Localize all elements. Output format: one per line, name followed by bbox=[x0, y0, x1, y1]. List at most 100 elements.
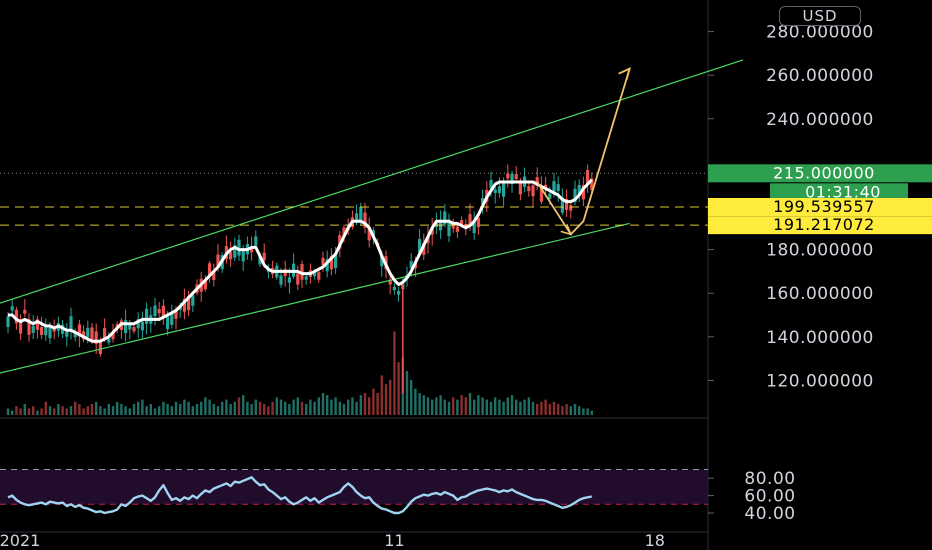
candle-body[interactable] bbox=[447, 219, 451, 237]
candle-body[interactable] bbox=[581, 185, 585, 200]
candle-body[interactable] bbox=[506, 173, 510, 179]
candle-body[interactable] bbox=[77, 324, 81, 337]
candle-body[interactable] bbox=[208, 263, 212, 277]
candle-body[interactable] bbox=[552, 181, 556, 195]
candle-body[interactable] bbox=[27, 319, 31, 335]
candle-body[interactable] bbox=[6, 316, 10, 328]
candle-body[interactable] bbox=[565, 199, 569, 210]
candle-body[interactable] bbox=[191, 295, 195, 306]
candle-body[interactable] bbox=[241, 250, 245, 262]
candle-body[interactable] bbox=[367, 226, 371, 241]
candle-body[interactable] bbox=[325, 259, 329, 272]
candle-body[interactable] bbox=[48, 326, 52, 339]
candle-body[interactable] bbox=[317, 272, 321, 280]
candle-body[interactable] bbox=[481, 198, 485, 204]
candle-body[interactable] bbox=[250, 246, 254, 253]
candle-body[interactable] bbox=[443, 211, 447, 225]
candle-body[interactable] bbox=[279, 275, 283, 285]
candle-body[interactable] bbox=[153, 305, 157, 317]
candle-body[interactable] bbox=[355, 213, 359, 223]
candle-body[interactable] bbox=[52, 327, 56, 332]
candle-body[interactable] bbox=[262, 252, 266, 261]
candle-body[interactable] bbox=[182, 298, 186, 312]
candle-body[interactable] bbox=[19, 321, 23, 334]
candle-body[interactable] bbox=[10, 306, 14, 311]
candle-body[interactable] bbox=[132, 327, 136, 332]
candle-body[interactable] bbox=[145, 308, 149, 324]
candle-body[interactable] bbox=[359, 206, 363, 221]
candle-body[interactable] bbox=[573, 188, 577, 203]
candle-body[interactable] bbox=[229, 251, 233, 260]
candle-body[interactable] bbox=[569, 205, 573, 211]
price-axis[interactable]: 120.000000 140.000000 160.000000 180.000000… bbox=[708, 23, 874, 524]
candle-body[interactable] bbox=[418, 239, 422, 253]
candle-body[interactable] bbox=[313, 271, 317, 277]
candle-body[interactable] bbox=[258, 256, 262, 265]
candle-body[interactable] bbox=[40, 327, 44, 335]
candle-body[interactable] bbox=[237, 239, 241, 256]
candle-body[interactable] bbox=[493, 189, 497, 193]
candle-body[interactable] bbox=[556, 184, 560, 192]
candle-body[interactable] bbox=[296, 273, 300, 285]
candle-body[interactable] bbox=[115, 324, 119, 328]
candle-body[interactable] bbox=[140, 321, 144, 331]
time-axis[interactable]: 2021 11 18 bbox=[0, 531, 665, 550]
candle-body[interactable] bbox=[170, 312, 174, 325]
candle-body[interactable] bbox=[392, 286, 396, 291]
candle-body[interactable] bbox=[136, 319, 140, 329]
candle-body[interactable] bbox=[531, 185, 535, 197]
candle-body[interactable] bbox=[203, 280, 207, 290]
candle-body[interactable] bbox=[161, 305, 165, 319]
candle-body[interactable] bbox=[65, 331, 69, 337]
candle-body[interactable] bbox=[23, 309, 27, 314]
candle-body[interactable] bbox=[124, 320, 128, 334]
candle-body[interactable] bbox=[548, 193, 552, 199]
candle-body[interactable] bbox=[94, 331, 98, 344]
candle-body[interactable] bbox=[233, 245, 237, 258]
candle-body[interactable] bbox=[455, 226, 459, 232]
candle-body[interactable] bbox=[73, 333, 77, 338]
candle-body[interactable] bbox=[174, 308, 178, 319]
candle-body[interactable] bbox=[14, 309, 18, 324]
candle-body[interactable] bbox=[187, 296, 191, 311]
candle-body[interactable] bbox=[157, 308, 161, 314]
candle-body[interactable] bbox=[422, 242, 426, 255]
candle-body[interactable] bbox=[216, 254, 220, 267]
candle-body[interactable] bbox=[321, 257, 325, 266]
candle-body[interactable] bbox=[510, 173, 514, 185]
candle-body[interactable] bbox=[86, 327, 90, 338]
candle-body[interactable] bbox=[342, 227, 346, 237]
candle-body[interactable] bbox=[287, 277, 291, 283]
candle-body[interactable] bbox=[69, 316, 73, 332]
candle-body[interactable] bbox=[527, 186, 531, 192]
candle-body[interactable] bbox=[451, 223, 455, 229]
candle-body[interactable] bbox=[472, 221, 476, 234]
candle-body[interactable] bbox=[98, 339, 102, 355]
candle-body[interactable] bbox=[460, 220, 464, 225]
candle-body[interactable] bbox=[329, 255, 333, 270]
candle-body[interactable] bbox=[388, 279, 392, 285]
candle-body[interactable] bbox=[128, 322, 132, 330]
candle-body[interactable] bbox=[380, 254, 384, 267]
candle-body[interactable] bbox=[409, 261, 413, 269]
candle-body[interactable] bbox=[166, 316, 170, 330]
candle-body[interactable] bbox=[334, 253, 338, 269]
candle-body[interactable] bbox=[560, 197, 564, 213]
candle-body[interactable] bbox=[35, 319, 39, 330]
candle-body[interactable] bbox=[518, 182, 522, 195]
candle-body[interactable] bbox=[586, 170, 590, 184]
candle-body[interactable] bbox=[590, 178, 594, 190]
candle-body[interactable] bbox=[363, 212, 367, 228]
candle-body[interactable] bbox=[476, 217, 480, 228]
rsi-pane[interactable] bbox=[0, 469, 708, 515]
candle-body[interactable] bbox=[397, 291, 401, 295]
candle-body[interactable] bbox=[535, 177, 539, 186]
candle-body[interactable] bbox=[577, 184, 581, 195]
candle-body[interactable] bbox=[212, 272, 216, 280]
candle-body[interactable] bbox=[31, 325, 35, 333]
candle-body[interactable] bbox=[539, 185, 543, 202]
candle-body[interactable] bbox=[497, 186, 501, 194]
candle-body[interactable] bbox=[514, 173, 518, 180]
currency-button[interactable]: USD bbox=[779, 6, 861, 26]
